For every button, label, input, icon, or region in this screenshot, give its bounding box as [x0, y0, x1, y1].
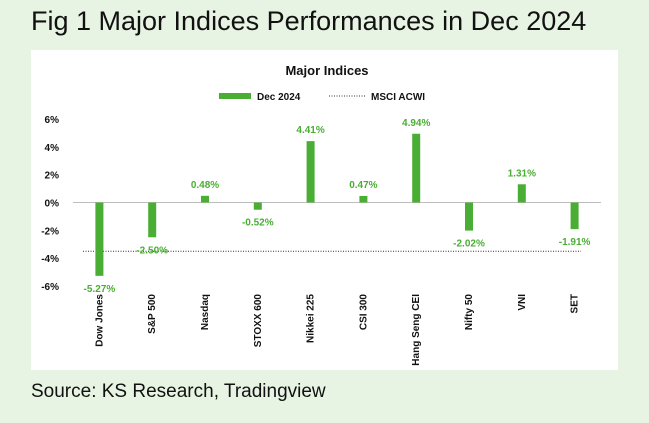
- chart-title: Major Indices: [285, 63, 368, 78]
- bar: [253, 202, 262, 210]
- chart-panel: Major Indices Dec 2024 MSCI ACWI 6% 4% 2% 0…: [31, 50, 618, 370]
- y-tick-label: -4%: [41, 254, 59, 265]
- y-tick-label: -2%: [41, 226, 59, 237]
- legend-line-label: MSCI ACWI: [371, 92, 425, 103]
- category-label: SET: [570, 294, 581, 313]
- category-label: STOXX 600: [253, 294, 264, 348]
- major-indices-chart: Major Indices Dec 2024 MSCI ACWI 6% 4% 2% 0…: [41, 63, 601, 366]
- data-label: 4.41%: [296, 125, 324, 136]
- data-label: -2.02%: [453, 239, 485, 250]
- bar: [95, 202, 104, 276]
- data-label: 1.31%: [508, 168, 536, 179]
- bar: [359, 195, 368, 203]
- y-tick-label: -6%: [41, 282, 59, 293]
- bar: [201, 195, 209, 203]
- legend-bar-label: Dec 2024: [257, 92, 301, 103]
- data-label: -1.91%: [559, 237, 591, 248]
- y-tick-label: 0%: [45, 199, 60, 210]
- bar: [148, 202, 157, 238]
- bar: [412, 133, 421, 203]
- data-label: 0.48%: [191, 180, 219, 191]
- data-label: -5.27%: [84, 284, 116, 295]
- data-label: 4.94%: [402, 118, 430, 129]
- data-label: -0.52%: [242, 218, 274, 229]
- data-label: 0.47%: [349, 180, 377, 191]
- category-label: Nikkei 225: [306, 294, 317, 343]
- figure-title: Fig 1 Major Indices Performances in Dec …: [31, 6, 587, 36]
- bar: [570, 202, 579, 230]
- legend-bar-swatch: [219, 93, 251, 99]
- bar: [306, 141, 315, 203]
- category-label: Hang Seng CEI: [411, 294, 422, 366]
- category-label: Nasdaq: [200, 294, 211, 330]
- bar: [517, 184, 526, 203]
- figure-source: Source: KS Research, Tradingview: [31, 381, 326, 402]
- data-label: -2.50%: [136, 245, 168, 256]
- y-tick-label: 2%: [45, 171, 60, 182]
- category-label: S&P 500: [147, 294, 158, 334]
- bar: [465, 202, 473, 231]
- category-label: VNI: [517, 294, 528, 311]
- category-label: Dow Jones: [94, 294, 105, 347]
- category-label: Nifty 50: [464, 294, 475, 331]
- y-tick-label: 4%: [45, 143, 60, 154]
- category-label: CSI 300: [358, 294, 369, 331]
- y-tick-label: 6%: [45, 115, 60, 126]
